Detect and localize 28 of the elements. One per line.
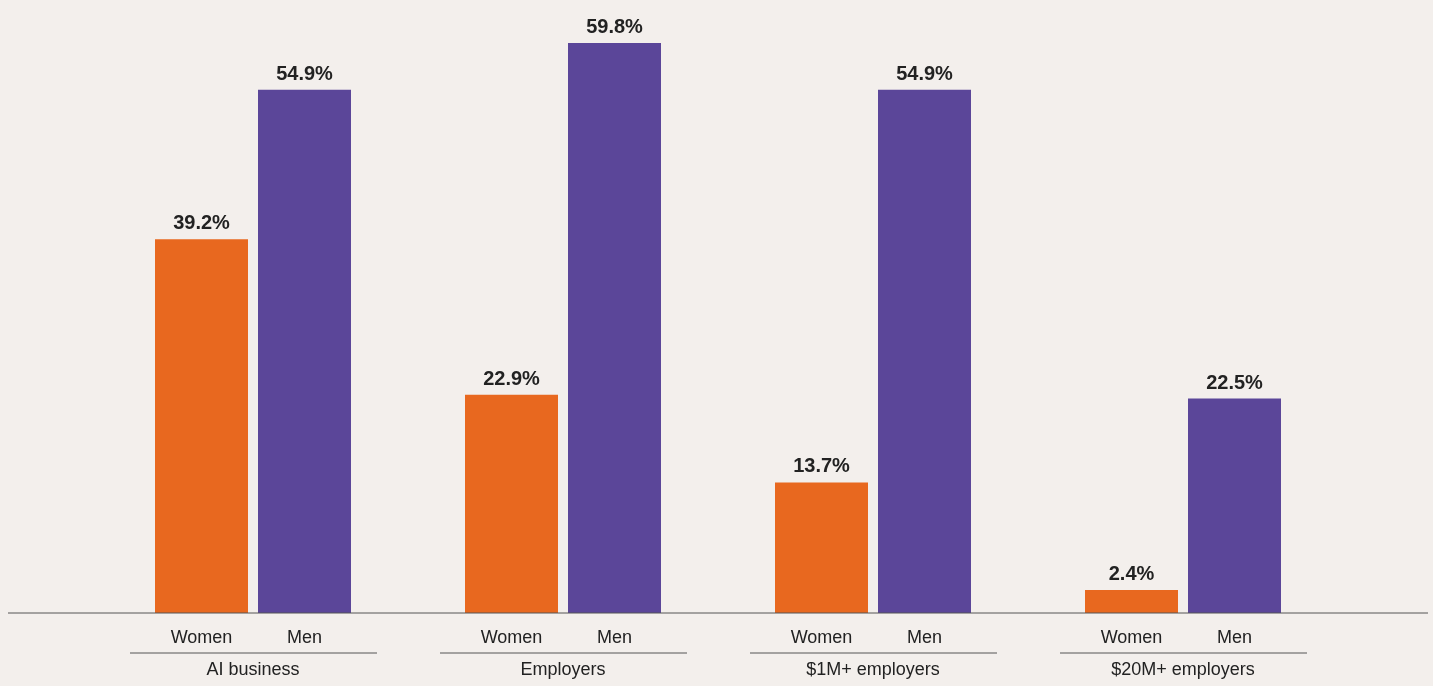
data-label: 54.9% — [896, 61, 954, 84]
text: Women — [480, 627, 543, 647]
bar — [775, 482, 868, 613]
x-tick-label: AI business — [206, 659, 300, 679]
data-label: 59.8% — [586, 15, 644, 37]
text: Women — [1100, 627, 1163, 647]
bar — [568, 43, 661, 613]
series-label: Men — [286, 627, 323, 647]
bar — [1188, 398, 1281, 613]
data-label: 2.4% — [1108, 562, 1155, 585]
series-label: Women — [170, 627, 233, 647]
bar — [1085, 590, 1178, 613]
bar — [155, 239, 248, 613]
bar — [878, 89, 971, 613]
x-tick-label: $1M+ employers — [806, 659, 940, 679]
data-label: 22.5% — [1206, 370, 1264, 393]
bar — [465, 394, 558, 613]
x-tick-label: Employers — [520, 659, 606, 679]
text: Men — [1216, 627, 1253, 647]
data-label: 22.9% — [483, 366, 541, 389]
data-label: 54.9% — [276, 61, 334, 84]
text: Men — [596, 627, 633, 647]
text: Men — [906, 627, 943, 647]
text: Women — [790, 627, 853, 647]
data-label: 39.2% — [173, 211, 231, 234]
x-tick-label: $20M+ employers — [1111, 659, 1255, 679]
data-label: 13.7% — [793, 454, 851, 477]
bar — [258, 89, 351, 613]
